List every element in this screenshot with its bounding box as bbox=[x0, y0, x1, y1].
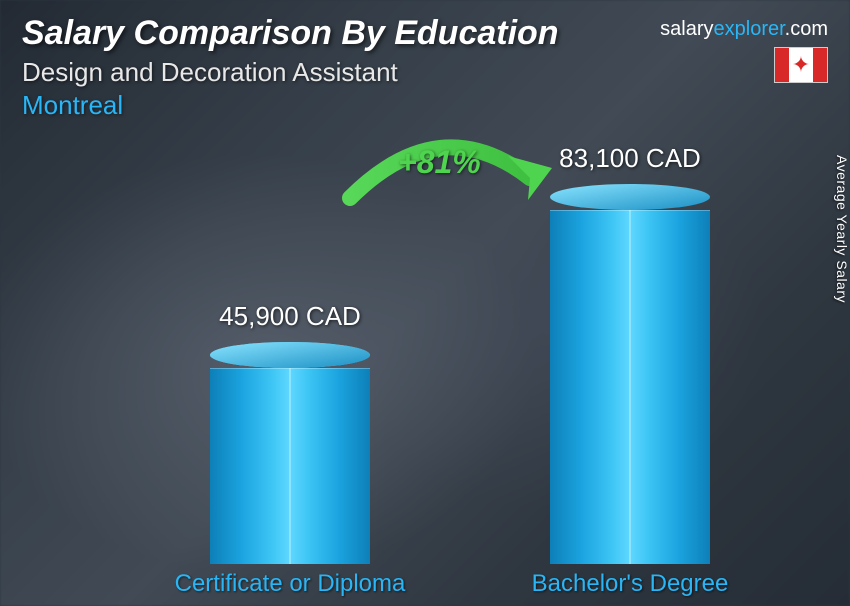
bar-3d bbox=[550, 184, 710, 564]
location-label: Montreal bbox=[22, 90, 828, 121]
bar-group-certificate: 45,900 CAD bbox=[150, 301, 430, 564]
brand-block: salaryexplorer.com ✦ bbox=[660, 18, 828, 88]
y-axis-label: Average Yearly Salary bbox=[834, 155, 850, 303]
bar-front-face bbox=[550, 210, 710, 564]
bar-highlight bbox=[289, 368, 291, 564]
brand-part-2: explorer bbox=[714, 18, 785, 40]
bar-3d bbox=[210, 342, 370, 564]
brand-text: salaryexplorer.com bbox=[660, 18, 828, 41]
increase-percentage: +81% bbox=[398, 144, 481, 181]
bar-front-face bbox=[210, 368, 370, 564]
brand-part-1: salary bbox=[660, 18, 713, 40]
category-label-certificate: Certificate or Diploma bbox=[150, 570, 430, 598]
bar-highlight bbox=[629, 210, 631, 564]
increase-arrow-group: +81% bbox=[330, 128, 570, 238]
bar-top-face bbox=[550, 184, 710, 210]
bar-top-face bbox=[210, 342, 370, 368]
category-label-bachelor: Bachelor's Degree bbox=[490, 570, 770, 598]
maple-leaf-icon: ✦ bbox=[792, 54, 810, 76]
bar-value-label: 45,900 CAD bbox=[150, 301, 430, 332]
brand-part-3: .com bbox=[785, 18, 828, 40]
canada-flag-icon: ✦ bbox=[774, 47, 828, 83]
